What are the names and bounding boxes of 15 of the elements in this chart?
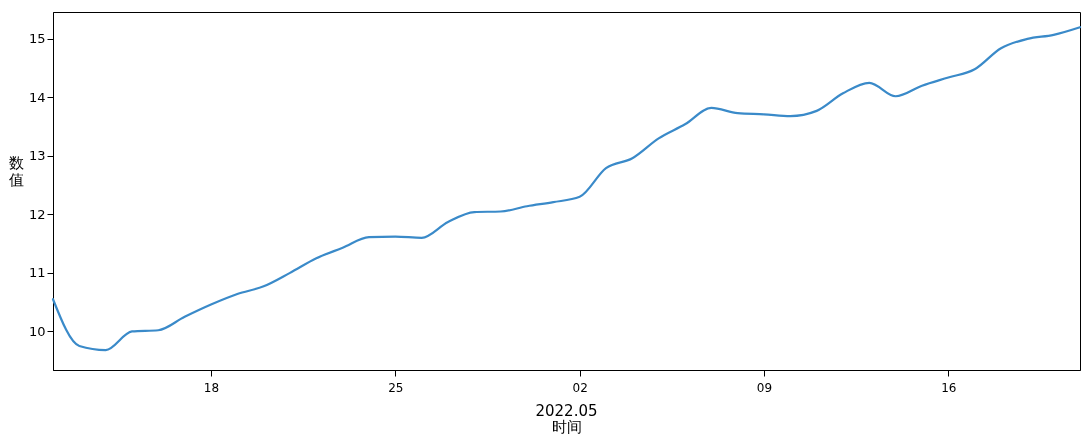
y-tick-label: 14 (28, 89, 46, 105)
text: 2022.05 (535, 402, 598, 420)
x-tick-label: 02 (572, 380, 588, 395)
y-tick-label: 10 (28, 323, 46, 339)
line-series (51, 26, 1082, 352)
y-axis-title: 数值 (8, 153, 24, 189)
y-tick-label: 12 (28, 206, 46, 222)
x-tick-label: 18 (203, 380, 220, 395)
x-tick-label: 16 (941, 380, 957, 395)
y-tick-label: 11 (28, 265, 46, 281)
y-tick-label: 15 (28, 31, 46, 47)
x-tick-label: 25 (388, 380, 404, 395)
x-axis-title: 时间 (552, 417, 582, 436)
y-tick-label: 13 (28, 148, 46, 164)
x-tick-label: 09 (756, 380, 773, 395)
